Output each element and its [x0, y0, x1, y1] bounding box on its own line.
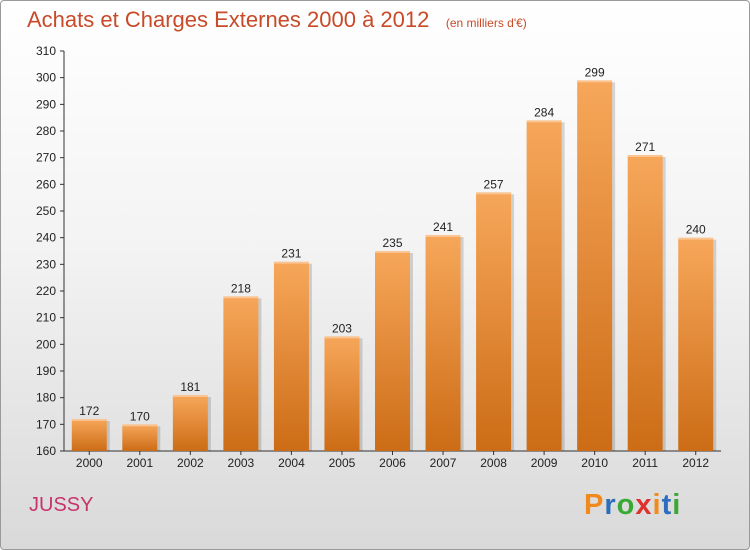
logo-letter: r: [604, 489, 617, 521]
y-tick-label: 210: [36, 311, 56, 325]
bar-highlight: [273, 261, 309, 264]
x-tick-label: 2003: [228, 456, 255, 470]
bar-2008: [476, 192, 512, 452]
y-tick-label: 280: [36, 124, 56, 138]
bar-2010: [577, 80, 613, 451]
bar-2001: [122, 424, 158, 451]
y-tick-label: 270: [36, 151, 56, 165]
bar-2000: [71, 419, 107, 451]
bar-highlight: [577, 80, 613, 83]
logo-letter: i: [672, 489, 682, 521]
axes: 160 170 180 190 200 210 220 230 240 250 260 270 280 2…: [36, 44, 721, 470]
data-label-2005: 203: [332, 321, 352, 335]
logo-letter: i: [652, 489, 662, 521]
x-tick-label: 2008: [480, 456, 507, 470]
x-tick-label: 2009: [531, 456, 558, 470]
bar-highlight: [678, 237, 714, 240]
data-label-2000: 172: [79, 404, 99, 418]
y-tick-label: 310: [36, 44, 56, 58]
bar-2009: [526, 120, 562, 451]
x-tick-label: 2011: [632, 456, 658, 470]
y-tick-label: 200: [36, 337, 56, 351]
bar-highlight: [526, 120, 562, 123]
bars: [71, 80, 717, 452]
chart-title: Achats et Charges Externes 2000 à 2012: [27, 7, 430, 32]
bar-highlight: [627, 155, 663, 157]
bar-2004: [273, 261, 309, 451]
data-label-2011: 271: [635, 140, 655, 154]
bar-2007: [425, 235, 461, 451]
data-label-2010: 299: [585, 65, 605, 79]
data-label-2009: 284: [534, 105, 554, 119]
data-label-2007: 241: [433, 220, 453, 234]
chart-title-block: Achats et Charges Externes 2000 à 2012 (…: [27, 7, 527, 33]
y-tick-label: 180: [36, 391, 56, 405]
bar-2012: [678, 237, 714, 451]
x-tick-label: 2006: [379, 456, 406, 470]
y-tick-label: 260: [36, 177, 56, 191]
data-label-2003: 218: [231, 281, 251, 295]
y-tick-label: 190: [36, 364, 56, 378]
bar-highlight: [122, 424, 158, 427]
bar-2006: [375, 251, 410, 451]
y-tick-label: 250: [36, 204, 56, 218]
y-tick-label: 300: [36, 71, 56, 85]
x-tick-label: 2002: [177, 456, 204, 470]
bar-2002: [172, 395, 208, 451]
bar-highlight: [425, 235, 461, 237]
data-label-2008: 257: [484, 177, 504, 191]
bar-highlight: [71, 419, 107, 421]
logo-letter: P: [584, 489, 605, 521]
x-tick-label: 2007: [430, 456, 457, 470]
logo-letter: o: [616, 489, 636, 521]
bar-highlight: [375, 251, 410, 253]
bar-2011: [627, 155, 663, 451]
data-label-2004: 231: [281, 247, 301, 261]
y-tick-label: 290: [36, 97, 56, 111]
x-tick-label: 2004: [278, 456, 305, 470]
y-tick-label: 160: [36, 444, 56, 458]
logo-letter: x: [635, 489, 653, 521]
data-label-2001: 170: [130, 409, 150, 423]
data-label-2002: 181: [180, 380, 200, 394]
bar-highlight: [476, 192, 512, 195]
commune-name: JUSSY: [29, 494, 94, 516]
bar-2003: [223, 296, 259, 451]
bar-highlight: [172, 395, 208, 397]
proxiti-logo: Proxiti: [584, 489, 681, 522]
x-tick-label: 2000: [76, 456, 103, 470]
y-tick-label: 220: [36, 284, 56, 298]
data-label-2012: 240: [686, 223, 706, 237]
logo-letter: t: [661, 489, 673, 521]
bar-highlight: [324, 336, 360, 339]
data-labels: 172 170 181 218 231 203 235 241 257 284 299 271 240: [79, 65, 706, 423]
y-tick-label: 240: [36, 231, 56, 245]
chart-subtitle: (en milliers d'€): [445, 16, 527, 30]
y-tick-label: 170: [36, 417, 56, 431]
bar-highlight: [223, 296, 259, 299]
y-tick-label: 230: [36, 257, 56, 271]
x-tick-label: 2005: [329, 456, 356, 470]
data-label-2006: 235: [382, 236, 402, 250]
x-tick-label: 2001: [126, 456, 153, 470]
x-tick-label: 2010: [581, 456, 608, 470]
bar-2005: [324, 336, 360, 451]
x-tick-label: 2012: [682, 456, 709, 470]
